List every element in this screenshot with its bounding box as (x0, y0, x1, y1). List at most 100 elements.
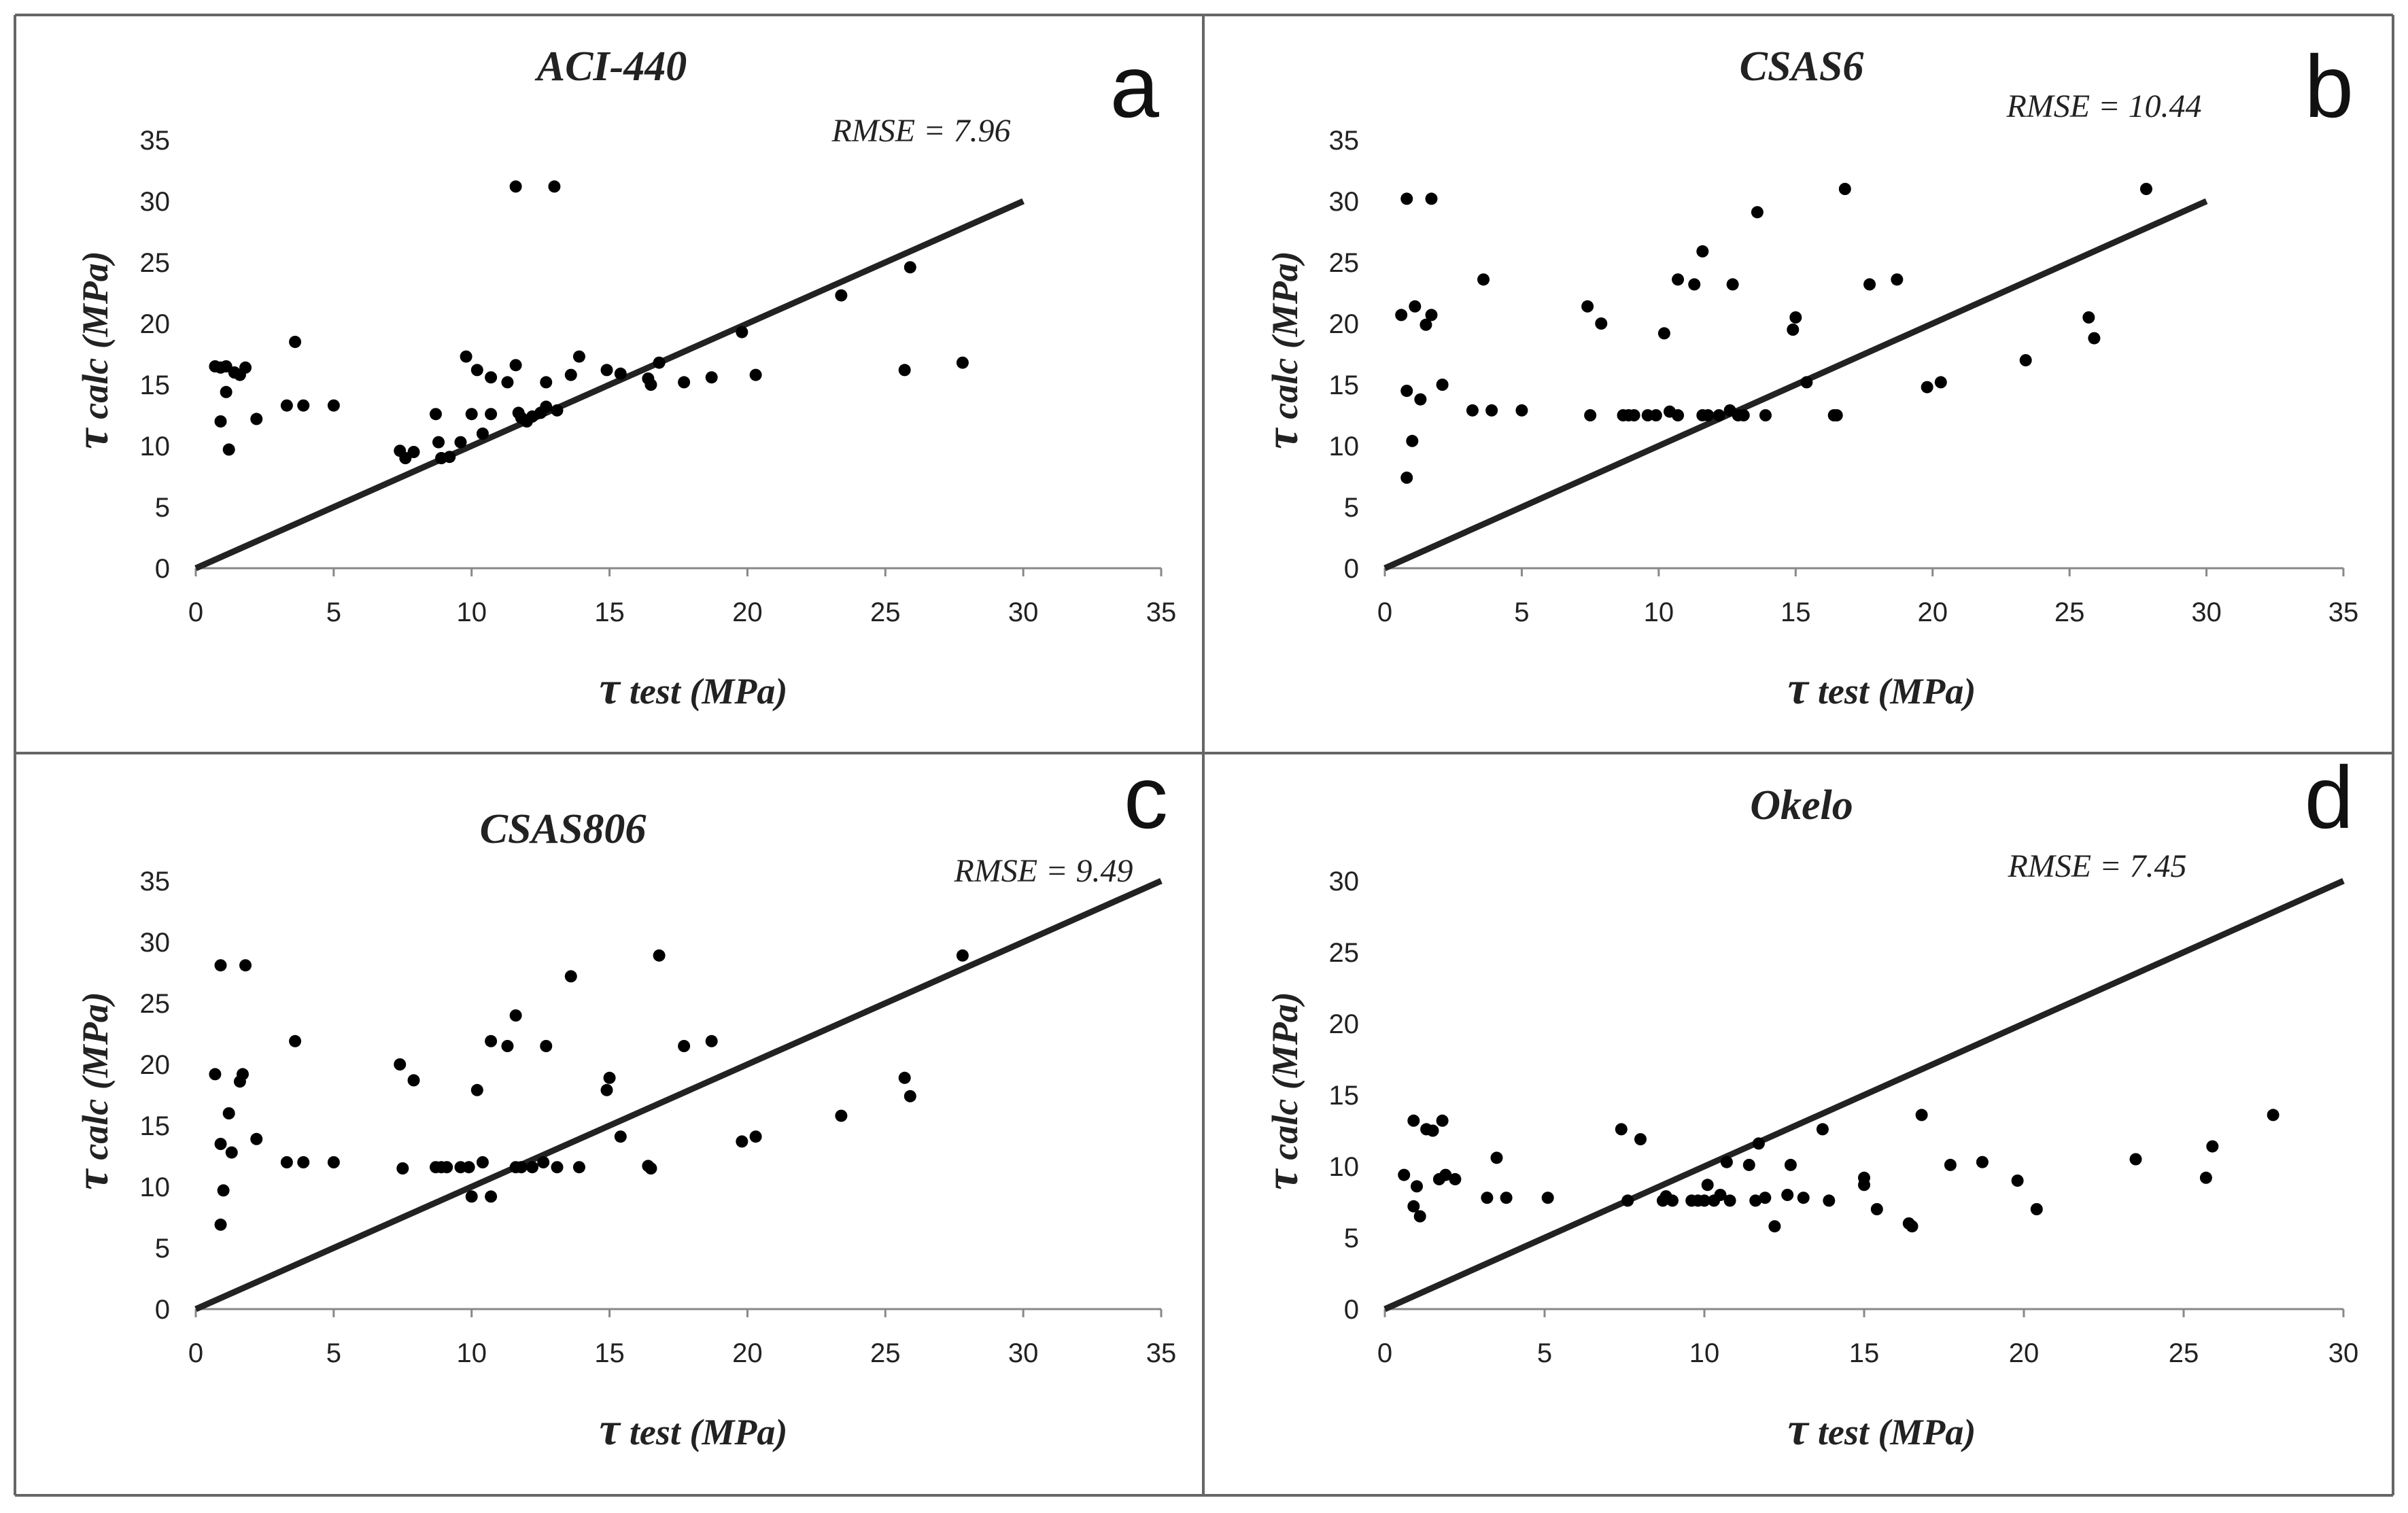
panel-b-data-point (1696, 245, 1709, 258)
panel-b-data-point (1921, 381, 1933, 394)
panel-c-y-tick-label: 30 (140, 928, 171, 958)
panel-d-y-tick-label: 0 (1344, 1295, 1359, 1325)
panel-b-y-tick-label: 10 (1329, 432, 1360, 462)
panel-b-x-tick-label: 15 (1781, 597, 1811, 627)
panel-d-y-axis-label: τcalc (MPa) (1256, 992, 1307, 1190)
panel-d-data-point (2030, 1203, 2043, 1215)
panel-c-reference-line (194, 877, 1163, 1312)
panel-c-y-tick-label: 35 (140, 867, 171, 897)
panel-a-data-point (280, 399, 293, 412)
panel-d-data-point (1621, 1194, 1634, 1207)
panel-a-reference-line (194, 198, 1025, 572)
panel-d-x-tick-label: 20 (2009, 1338, 2040, 1368)
panel-b-data-point (1466, 404, 1479, 417)
panel-b-csas6: CSAS6 b RMSE = 10.44 0 5 10 15 20 25 30 35 0 5 10 1… (1256, 37, 2358, 714)
panel-a-data-point (222, 443, 235, 456)
panel-b-letter: b (2305, 37, 2354, 136)
panel-c-data-point (236, 1068, 249, 1081)
panel-b-x-tick-label: 20 (1917, 597, 1948, 627)
panel-a-data-point (956, 356, 969, 369)
panel-a-data-point (214, 415, 227, 428)
panel-a-data-point (548, 180, 561, 193)
panel-c-data-point (956, 949, 969, 962)
panel-c-data-point (705, 1034, 718, 1047)
panel-d-data-point (2199, 1171, 2212, 1184)
panel-a-rmse-label: RMSE = 7.96 (831, 113, 1010, 149)
panel-c-data-point (835, 1109, 848, 1122)
panel-b-x-tick-label: 0 (1377, 597, 1392, 627)
panel-c-data-point (904, 1090, 916, 1102)
panel-b-data-point (1595, 317, 1608, 330)
panel-c-y-tick-label: 10 (140, 1172, 171, 1202)
panel-c-data-point (462, 1161, 475, 1174)
panel-c-data-point (485, 1190, 498, 1203)
panel-a-data-point (460, 350, 472, 363)
panel-b-data-point (2088, 332, 2101, 345)
panel-d-data-point (1634, 1133, 1647, 1146)
panel-d-data-point (1666, 1194, 1679, 1207)
panel-d-x-tick-label: 10 (1689, 1338, 1720, 1368)
panel-d-data-point (1701, 1179, 1714, 1192)
panel-a-data-point (614, 367, 627, 380)
panel-c-y-axis-label: τcalc (MPa) (66, 992, 118, 1190)
panel-b-data-point (2019, 354, 2032, 366)
panel-d-y-tick-label: 30 (1329, 867, 1360, 897)
panel-b-data-point (1737, 409, 1750, 421)
panel-b-y-tick-label: 5 (1344, 493, 1359, 523)
panel-b-data-point (1584, 409, 1597, 421)
panel-c-data-point (217, 1184, 230, 1197)
panel-d-y-tick-label: 10 (1329, 1152, 1360, 1182)
panel-d-data-point (1481, 1192, 1494, 1204)
panel-a-x-tick-label: 25 (870, 597, 901, 627)
panel-c-letter: c (1124, 748, 1168, 847)
panel-d-data-point (1906, 1220, 1919, 1233)
panel-a-x-tick-label: 15 (594, 597, 625, 627)
panel-a-data-point (501, 376, 514, 389)
panel-d-data-point (1413, 1210, 1426, 1223)
panel-b-data-point (1787, 324, 1800, 336)
panel-b-data-point (1400, 471, 1413, 484)
panel-b-data-point (1628, 409, 1640, 421)
panel-b-data-point (1702, 409, 1715, 421)
panel-a-aci-440: ACI-440 a RMSE = 7.96 0 5 10 15 20 25 30 35 0 5 10… (66, 37, 1176, 714)
panel-c-data-point (396, 1162, 409, 1175)
panel-c-data-point (509, 1009, 522, 1022)
panel-a-data-point (600, 364, 613, 377)
panel-b-data-point (1581, 300, 1594, 313)
panel-b-data-point (1759, 409, 1772, 421)
panel-a-data-point (509, 359, 522, 372)
panel-a-y-tick-label: 10 (140, 432, 171, 462)
panel-b-y-tick-label: 15 (1329, 370, 1360, 400)
panel-a-letter: a (1110, 37, 1160, 136)
panel-c-data-point (564, 970, 577, 983)
panel-d-x-tick-label: 0 (1377, 1338, 1392, 1368)
panel-a-data-point (485, 408, 498, 421)
panel-a-data-point (653, 356, 666, 369)
panel-a-data-point (540, 400, 553, 413)
panel-c-x-tick-label: 0 (188, 1338, 203, 1368)
panel-d-data-point (1436, 1114, 1449, 1127)
panel-c-title: CSAS806 (480, 806, 647, 852)
panel-d-data-point (1723, 1194, 1736, 1207)
panel-d-data-point (1858, 1179, 1870, 1192)
panel-c-x-tick-label: 15 (594, 1338, 625, 1368)
panel-c-data-point (749, 1130, 762, 1143)
panel-d-data-point (1449, 1172, 1462, 1185)
panel-d-data-point (1915, 1109, 1928, 1121)
panel-c-y-tick-label: 5 (155, 1234, 170, 1264)
panel-a-data-point (705, 371, 718, 384)
panel-d-data-point (1407, 1114, 1420, 1127)
panel-c-data-point (222, 1107, 235, 1119)
panel-c-data-point (898, 1071, 911, 1084)
panel-b-data-point (1515, 404, 1528, 417)
panel-c-data-point (297, 1156, 310, 1168)
panel-d-data-point (1615, 1123, 1628, 1136)
panel-a-y-axis-label: τcalc (MPa) (66, 251, 118, 449)
panel-b-data-point (1406, 434, 1419, 447)
panel-b-data-point (1688, 278, 1701, 291)
panel-a-data-point (509, 180, 522, 193)
panel-b-y-tick-label: 20 (1329, 309, 1360, 339)
panel-c-data-point (394, 1058, 407, 1071)
panel-c-x-tick-label: 25 (870, 1338, 901, 1368)
panel-b-data-point (1713, 409, 1725, 421)
